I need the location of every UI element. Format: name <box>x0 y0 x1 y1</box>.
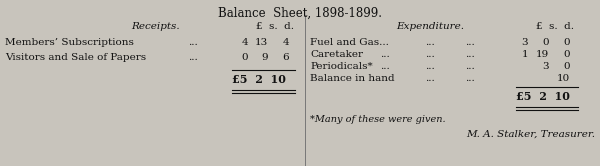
Text: 3: 3 <box>521 38 528 47</box>
Text: £  s.  d.: £ s. d. <box>536 22 574 31</box>
Text: 0: 0 <box>563 38 570 47</box>
Text: Expenditure.: Expenditure. <box>396 22 464 31</box>
Text: 4: 4 <box>283 38 289 47</box>
Text: Caretaker: Caretaker <box>310 50 363 59</box>
Text: £5  2  10: £5 2 10 <box>232 74 286 85</box>
Text: 6: 6 <box>283 53 289 62</box>
Text: ...: ... <box>188 53 198 62</box>
Text: ...: ... <box>188 38 198 47</box>
Text: ...: ... <box>425 50 435 59</box>
Text: ...: ... <box>425 38 435 47</box>
Text: 0: 0 <box>542 38 549 47</box>
Text: ...: ... <box>425 62 435 71</box>
Text: Balance  Sheet, 1898-1899.: Balance Sheet, 1898-1899. <box>218 7 382 20</box>
Text: Receipts.: Receipts. <box>131 22 179 31</box>
Text: ...: ... <box>380 62 390 71</box>
Text: Periodicals*: Periodicals* <box>310 62 373 71</box>
Text: ...: ... <box>465 38 475 47</box>
Text: M. A. Stalker, Treasurer.: M. A. Stalker, Treasurer. <box>466 130 595 139</box>
Text: 10: 10 <box>557 74 570 83</box>
Text: £  s.  d.: £ s. d. <box>256 22 294 31</box>
Text: 13: 13 <box>255 38 268 47</box>
Text: Balance in hand: Balance in hand <box>310 74 395 83</box>
Text: *Many of these were given.: *Many of these were given. <box>310 115 446 124</box>
Text: Visitors and Sale of Papers: Visitors and Sale of Papers <box>5 53 146 62</box>
Text: ...: ... <box>465 50 475 59</box>
Text: 4: 4 <box>241 38 248 47</box>
Text: ...: ... <box>465 62 475 71</box>
Text: 19: 19 <box>536 50 549 59</box>
Text: 0: 0 <box>563 62 570 71</box>
Text: 1: 1 <box>521 50 528 59</box>
Text: ...: ... <box>380 50 390 59</box>
Text: 3: 3 <box>542 62 549 71</box>
Text: 0: 0 <box>241 53 248 62</box>
Text: ...: ... <box>425 74 435 83</box>
Text: 9: 9 <box>262 53 268 62</box>
Text: ...: ... <box>465 74 475 83</box>
Text: 0: 0 <box>563 50 570 59</box>
Text: Fuel and Gas...: Fuel and Gas... <box>310 38 389 47</box>
Text: Members’ Subscriptions: Members’ Subscriptions <box>5 38 134 47</box>
Text: £5  2  10: £5 2 10 <box>516 91 570 102</box>
